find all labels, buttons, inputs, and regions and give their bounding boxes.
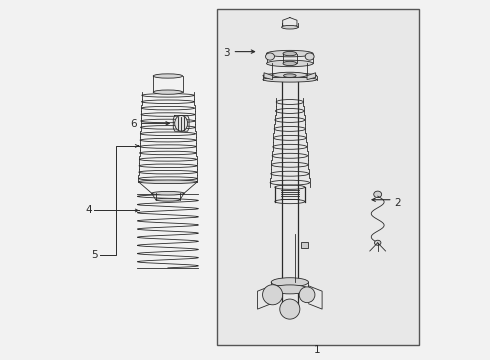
Bar bbox=[217, 9, 419, 345]
Circle shape bbox=[263, 285, 283, 305]
Ellipse shape bbox=[374, 240, 381, 245]
Ellipse shape bbox=[267, 50, 313, 57]
Text: 6: 6 bbox=[130, 120, 137, 129]
Text: 1: 1 bbox=[314, 345, 320, 355]
Ellipse shape bbox=[263, 77, 317, 82]
Ellipse shape bbox=[267, 60, 313, 67]
Ellipse shape bbox=[266, 53, 274, 60]
Circle shape bbox=[299, 287, 315, 303]
Polygon shape bbox=[264, 73, 272, 80]
Ellipse shape bbox=[272, 72, 307, 78]
Ellipse shape bbox=[305, 53, 314, 60]
Ellipse shape bbox=[283, 61, 296, 66]
Ellipse shape bbox=[153, 90, 183, 94]
Text: 2: 2 bbox=[394, 198, 400, 208]
Bar bbox=[301, 242, 309, 248]
Ellipse shape bbox=[283, 51, 296, 56]
Ellipse shape bbox=[263, 73, 317, 78]
Ellipse shape bbox=[271, 285, 309, 294]
Polygon shape bbox=[307, 73, 316, 80]
Ellipse shape bbox=[374, 191, 382, 198]
Ellipse shape bbox=[139, 180, 197, 184]
Ellipse shape bbox=[271, 278, 309, 287]
Ellipse shape bbox=[284, 74, 296, 77]
Ellipse shape bbox=[175, 116, 188, 131]
Circle shape bbox=[280, 299, 300, 319]
Text: 5: 5 bbox=[91, 250, 98, 260]
Ellipse shape bbox=[153, 74, 183, 78]
Text: 4: 4 bbox=[85, 206, 92, 216]
Ellipse shape bbox=[282, 26, 298, 29]
Text: 3: 3 bbox=[223, 48, 230, 58]
Ellipse shape bbox=[156, 198, 180, 201]
Ellipse shape bbox=[152, 192, 184, 195]
